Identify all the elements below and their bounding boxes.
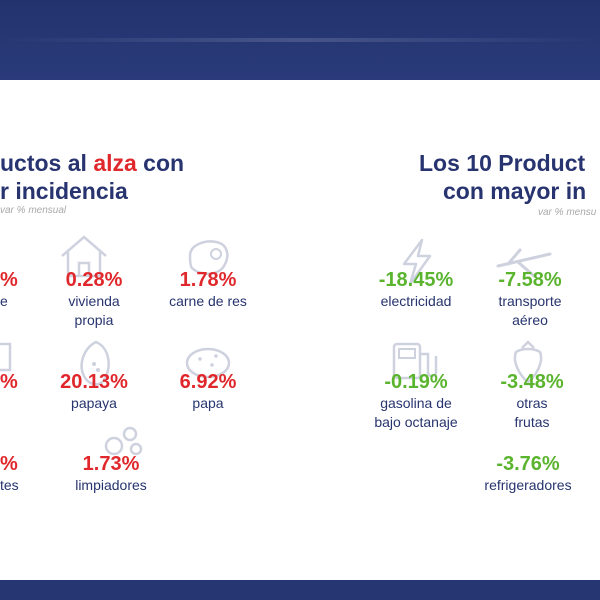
- item-label: vivienda: [68, 293, 120, 309]
- item-label: tes: [0, 477, 19, 493]
- item-label: carne de res: [169, 293, 247, 309]
- header-band: [0, 0, 600, 80]
- left-item-1: % e: [0, 268, 18, 311]
- right-item-4: -3.48% otras frutas: [482, 370, 582, 432]
- item-label: e: [0, 293, 8, 309]
- item-label-2: bajo octanaje: [374, 414, 458, 430]
- item-value: -0.19%: [384, 371, 448, 393]
- right-title-line1: Los 10 Product: [419, 150, 586, 176]
- item-label: limpiadores: [75, 477, 147, 493]
- item-label: papaya: [71, 395, 117, 411]
- papaya-icon: [76, 338, 116, 388]
- steak-icon: [182, 236, 234, 280]
- right-note: var % mensu: [538, 207, 597, 218]
- item-value: 20.13%: [60, 371, 128, 393]
- item-label-2: frutas: [514, 414, 550, 430]
- left-item-3: 1.78% carne de res: [152, 268, 264, 311]
- item-value: -18.45%: [378, 269, 454, 291]
- gas-pump-icon: [390, 340, 440, 382]
- item-label: electricidad: [380, 293, 452, 309]
- right-item-3: -0.19% gasolina de bajo octanaje: [360, 370, 472, 432]
- item-value: 1.73%: [82, 453, 140, 475]
- house-icon: [58, 232, 110, 280]
- item-value: 1.78%: [179, 269, 237, 291]
- item-label-2: aéreo: [512, 312, 548, 328]
- right-item-5: -3.76% refrigeradores: [468, 452, 588, 495]
- item-value: %: [0, 453, 18, 475]
- item-value: -7.58%: [498, 269, 562, 291]
- item-value: %: [0, 371, 18, 393]
- content-card: [0, 80, 600, 580]
- strawberry-icon: [508, 340, 548, 384]
- left-title-line2: r incidencia: [0, 178, 128, 204]
- right-title-line2: con mayor in: [443, 178, 587, 204]
- left-item-2: 0.28% vivienda propia: [44, 268, 144, 330]
- item-value: 0.28%: [65, 269, 123, 291]
- header-stripe: [0, 38, 600, 42]
- potato-icon: [184, 345, 232, 381]
- item-label: transporte: [498, 293, 562, 309]
- item-label-2: propia: [74, 312, 114, 328]
- airplane-icon: [494, 246, 554, 280]
- bottle-icon: [0, 334, 16, 374]
- item-label: papa: [192, 395, 224, 411]
- alza-accent: alza: [93, 150, 137, 176]
- item-value: %: [0, 269, 18, 291]
- item-value: 6.92%: [179, 371, 237, 393]
- bubbles-icon: [102, 424, 146, 458]
- left-item-4: %: [0, 370, 18, 394]
- right-item-2: -7.58% transporte aéreo: [478, 268, 582, 330]
- item-label: otras: [516, 395, 548, 411]
- item-value: -3.48%: [500, 371, 564, 393]
- left-note: var % mensual: [0, 205, 67, 216]
- item-label: refrigeradores: [484, 477, 572, 493]
- item-value: -3.76%: [496, 453, 560, 475]
- right-item-1: -18.45% electricidad: [364, 268, 468, 311]
- left-item-8: 1.73% limpiadores: [56, 452, 166, 495]
- left-item-7: % tes: [0, 452, 30, 495]
- left-title-line1: uctos al alza con: [0, 150, 185, 176]
- left-item-5: 20.13% papaya: [44, 370, 144, 413]
- left-item-6: 6.92% papa: [158, 370, 258, 413]
- footer-band: [0, 580, 600, 600]
- item-label: gasolina de: [380, 395, 452, 411]
- lightning-icon: [398, 238, 434, 286]
